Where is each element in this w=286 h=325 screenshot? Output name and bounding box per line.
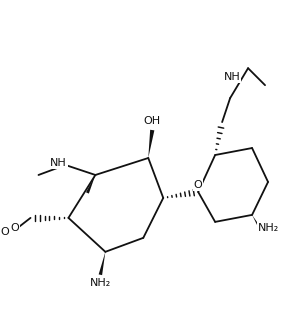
Polygon shape — [252, 215, 263, 233]
Text: NH₂: NH₂ — [257, 223, 279, 233]
Text: O: O — [10, 223, 19, 233]
Text: O: O — [194, 180, 202, 190]
Text: NH₂: NH₂ — [90, 278, 111, 288]
Text: NH: NH — [50, 158, 67, 168]
Polygon shape — [148, 130, 154, 158]
Text: OH: OH — [144, 116, 161, 126]
Polygon shape — [86, 175, 96, 194]
Polygon shape — [99, 252, 105, 275]
Text: O: O — [0, 227, 9, 237]
Text: NH: NH — [224, 72, 241, 82]
